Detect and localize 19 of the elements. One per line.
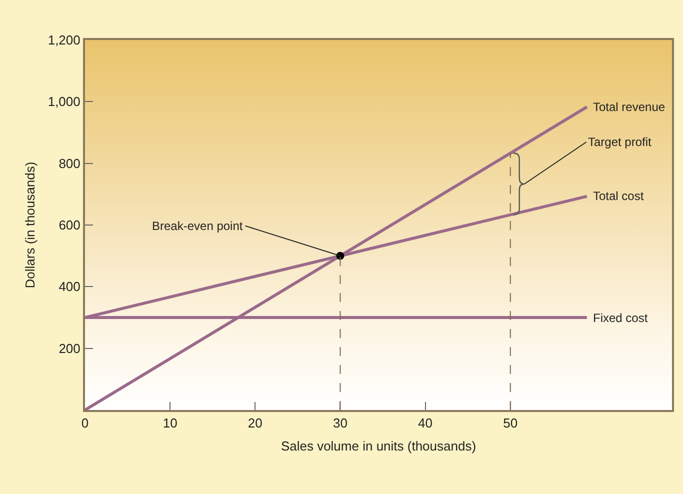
y-tick-label: 1,000 — [48, 94, 80, 110]
annotation: Break-even point — [152, 219, 244, 233]
series-label: Fixed cost — [593, 311, 648, 325]
y-tick-label: 400 — [58, 279, 80, 294]
x-tick-label: 0 — [81, 416, 89, 431]
y-tick-label: 1,200 — [48, 32, 80, 48]
x-tick-label: 40 — [418, 416, 433, 431]
y-tick-label: 800 — [58, 156, 80, 171]
y-tick-label: 600 — [58, 218, 80, 233]
x-tick-label: 30 — [332, 416, 348, 431]
x-axis-title: Sales volume in units (thousands) — [280, 438, 476, 454]
x-tick-label: 10 — [162, 416, 178, 431]
series-label: Total revenue — [593, 100, 666, 114]
x-tick-label: 50 — [503, 416, 518, 431]
annotation: Target profit — [588, 135, 652, 149]
y-tick-label: 200 — [58, 340, 80, 356]
y-axis-title: Dollars (in thousands) — [22, 162, 38, 288]
series-label: Total cost — [593, 189, 644, 203]
x-tick-label: 20 — [248, 416, 262, 431]
